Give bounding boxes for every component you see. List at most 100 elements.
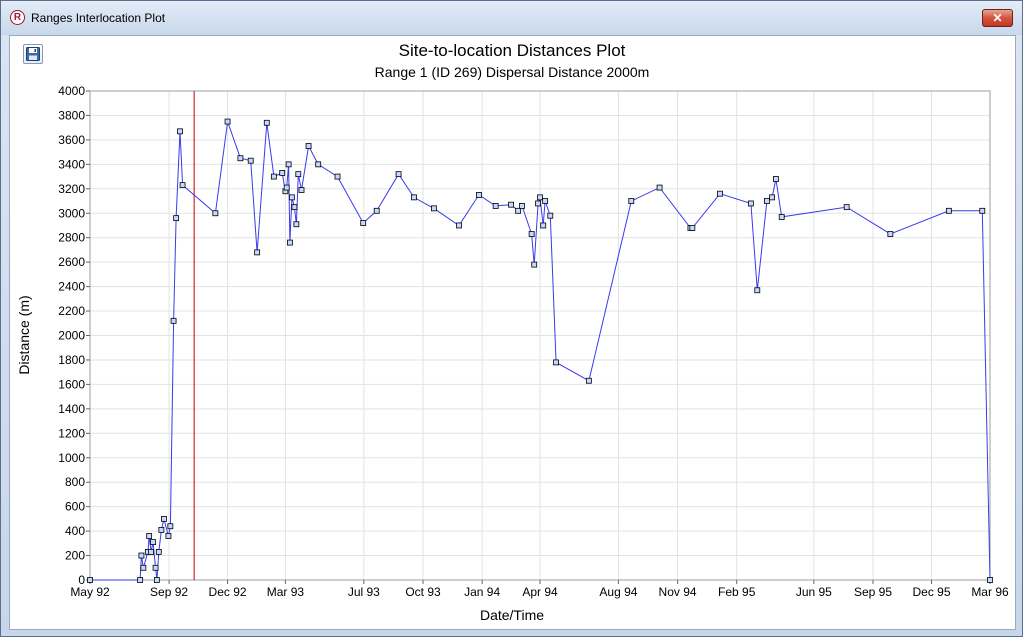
data-point (547, 212, 554, 219)
y-tick-label: 3600 (58, 133, 85, 147)
data-point (769, 194, 775, 201)
y-tick-label: 1400 (58, 402, 85, 416)
data-point (247, 157, 254, 164)
x-tick-label: Feb 95 (718, 585, 756, 599)
data-point (553, 359, 559, 366)
r-logo-icon: R (10, 10, 25, 25)
chart-title: Site-to-location Distances Plot (399, 41, 626, 60)
data-point (152, 564, 159, 571)
y-tick-label: 400 (65, 524, 85, 538)
data-point (146, 533, 153, 539)
data-point (843, 204, 850, 211)
data-point (224, 118, 231, 125)
data-point (656, 184, 663, 191)
data-point (395, 171, 402, 178)
data-point (411, 194, 417, 201)
x-axis: May 92 Sep 92 Dec 92 Mar 93 Jul 93 Oct 93 Jan … (70, 580, 1009, 599)
x-tick-label: Jul 93 (348, 585, 380, 599)
data-point (373, 207, 380, 214)
data-point (754, 287, 761, 294)
data-point (150, 539, 156, 546)
y-tick-label: 2200 (58, 304, 85, 318)
y-axis: 0 200 400 600 800 1000 1200 1400 1600 1800 2000 220… (58, 84, 90, 587)
y-tick-label: 2400 (58, 280, 85, 294)
data-point (531, 261, 538, 268)
data-point (540, 222, 547, 229)
title-bar[interactable]: R Ranges Interlocation Plot ✕ (1, 1, 1022, 35)
y-tick-label: 800 (65, 475, 85, 489)
data-point (778, 214, 785, 220)
x-tick-label: Mar 96 (971, 585, 1009, 599)
x-tick-label: Dec 92 (209, 585, 247, 599)
data-point (291, 204, 298, 211)
data-point (717, 190, 723, 197)
data-point (148, 548, 154, 555)
data-point (689, 225, 696, 231)
data-point (542, 198, 549, 204)
data-point (170, 317, 177, 324)
chart-subtitle: Range 1 (ID 269) Dispersal Distance 2000… (375, 64, 650, 80)
y-tick-label: 1000 (58, 451, 85, 465)
data-point (764, 198, 770, 204)
data-point (305, 143, 312, 149)
y-tick-label: 2000 (58, 329, 85, 343)
x-tick-label: Jun 95 (796, 585, 832, 599)
data-point (528, 231, 535, 237)
data-point (287, 239, 293, 246)
x-axis-label: Date/Time (480, 607, 544, 623)
data-point (87, 577, 93, 583)
y-tick-label: 3000 (58, 206, 85, 220)
y-axis-label: Distance (m) (16, 295, 32, 374)
data-point (360, 220, 367, 226)
data-point (945, 207, 952, 214)
data-point (173, 215, 180, 222)
data-point (161, 515, 167, 522)
data-point (773, 176, 779, 182)
close-button[interactable]: ✕ (982, 9, 1013, 27)
data-point (293, 221, 300, 228)
data-point (987, 577, 993, 583)
data-point (492, 203, 499, 209)
save-button[interactable] (23, 44, 43, 64)
x-tick-label: Sep 92 (150, 585, 188, 599)
y-tick-label: 600 (65, 500, 85, 514)
data-point (628, 198, 635, 204)
data-point (212, 210, 219, 217)
data-point (887, 231, 894, 237)
data-point (279, 170, 286, 176)
data-point (167, 523, 174, 530)
data-point (315, 161, 322, 168)
data-point (155, 548, 162, 555)
data-point (158, 526, 165, 533)
data-point (179, 182, 186, 189)
data-point (177, 128, 183, 135)
data-point (270, 173, 277, 180)
series-group (87, 118, 993, 583)
data-point (515, 207, 522, 214)
data-point (979, 207, 986, 214)
data-point (254, 249, 261, 256)
data-point (298, 187, 305, 193)
y-tick-label: 200 (65, 549, 85, 563)
y-tick-label: 3400 (58, 157, 85, 171)
data-point (138, 552, 145, 559)
data-point (288, 194, 295, 201)
y-tick-label: 4000 (58, 84, 85, 98)
data-point (508, 201, 514, 208)
data-point (295, 171, 302, 178)
y-tick-label: 3200 (58, 182, 85, 196)
data-point (165, 533, 172, 539)
x-tick-label: Nov 94 (659, 585, 697, 599)
x-tick-label: Mar 93 (267, 585, 305, 599)
x-tick-label: Aug 94 (599, 585, 637, 599)
y-tick-label: 1600 (58, 377, 85, 391)
data-point (537, 194, 543, 201)
data-point (456, 222, 462, 229)
data-point (263, 119, 270, 126)
data-point (334, 173, 341, 180)
floppy-disk-icon (26, 47, 40, 61)
data-point (747, 200, 754, 207)
y-tick-label: 1200 (58, 426, 85, 440)
